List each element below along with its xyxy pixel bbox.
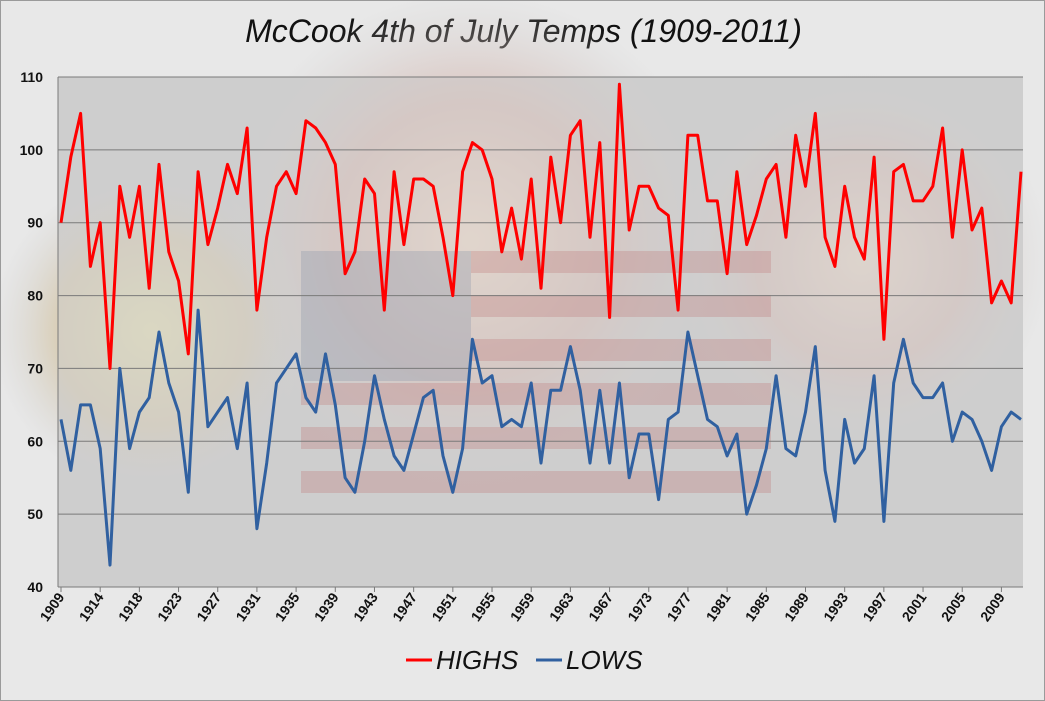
x-tick-label: 1923	[154, 589, 185, 624]
x-tick-label: 1959	[507, 589, 538, 624]
x-tick-label: 1947	[389, 589, 420, 624]
x-tick-label: 1993	[820, 589, 851, 624]
x-tick-label: 1914	[76, 589, 107, 624]
x-tick-label: 1935	[272, 589, 303, 624]
y-tick-label: 100	[20, 142, 44, 158]
y-tick-label: 70	[27, 360, 43, 376]
legend-label-highs: HIGHS	[436, 645, 519, 675]
legend-label-lows: LOWS	[566, 645, 643, 675]
series-line-highs	[59, 82, 1023, 370]
x-tick-label: 1977	[663, 589, 694, 624]
fireworks-flag-background	[1, 1, 1044, 587]
series-line-lows	[59, 308, 1022, 567]
x-tick-label: 1989	[781, 589, 812, 624]
x-tick-label: 1927	[193, 589, 224, 624]
x-tick-label: 1981	[703, 589, 734, 624]
x-tick-label: 1943	[350, 589, 381, 624]
flag-stripes	[301, 251, 771, 493]
x-tick-label: 2009	[977, 589, 1008, 624]
gridlines	[57, 76, 1023, 588]
x-tick-label: 2005	[938, 589, 969, 624]
x-tick-label: 1931	[232, 589, 263, 624]
y-tick-label: 110	[20, 69, 43, 85]
x-tick-label: 1973	[624, 589, 655, 624]
x-tick-label: 1951	[428, 589, 459, 624]
x-tick-label: 1955	[468, 589, 499, 624]
y-tick-label: 50	[27, 506, 43, 522]
legend: HIGHS LOWS	[406, 645, 643, 675]
x-tick-label: 1997	[859, 589, 890, 624]
x-tick-label: 1985	[742, 589, 773, 624]
y-axis-ticks: 40 50 60 70 80 90 100 110	[20, 69, 44, 595]
x-tick-label: 1939	[311, 589, 342, 624]
x-tick-label: 2001	[899, 589, 930, 624]
y-tick-label: 90	[27, 215, 43, 231]
x-tick-label: 1918	[115, 589, 146, 624]
x-axis-ticks: 1909 1914 1918 1923 1927 1931 1935 1939 1943 1947…	[36, 587, 1008, 624]
y-tick-label: 60	[27, 433, 43, 449]
x-tick-label: 1963	[546, 589, 577, 624]
y-tick-label: 80	[27, 288, 43, 304]
x-tick-label: 1967	[585, 589, 616, 624]
y-tick-label: 40	[27, 579, 43, 595]
series-lines	[59, 82, 1023, 567]
